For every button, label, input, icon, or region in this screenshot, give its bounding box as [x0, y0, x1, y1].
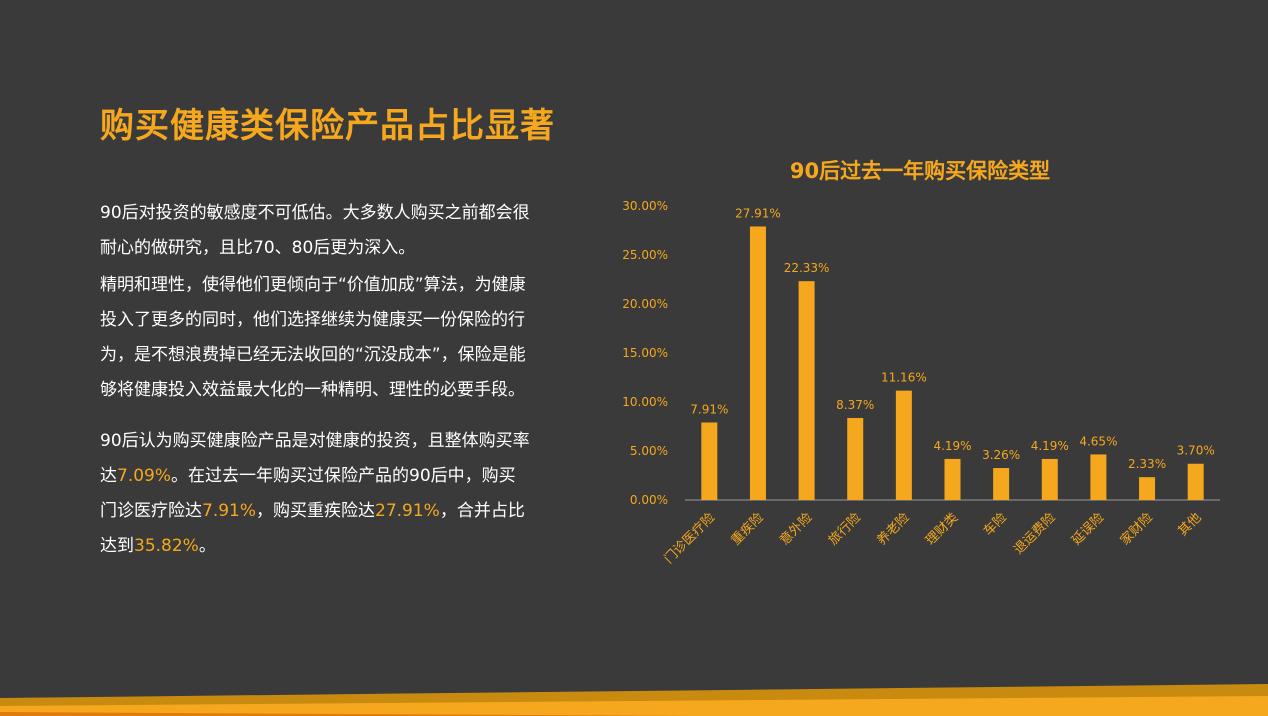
bar: [993, 468, 1010, 500]
paragraph-3: 90后认为购买健康险产品是对健康的投资，且整体购买率达7.09%。在过去一年购买…: [100, 424, 530, 564]
paragraph-2: 精明和理性，使得他们更倾向于“价值加成”算法，为健康投入了更多的同时，他们选择继…: [100, 275, 526, 400]
data-label: 11.16%: [881, 371, 927, 385]
paragraph-3-text-3: ，购买重疾险达: [256, 501, 376, 521]
x-tick-label: 退运费险: [1011, 510, 1058, 557]
bar: [1041, 458, 1058, 500]
paragraph-3-text-2: 。在过去一年购买过保险产品的90后中，购买门诊医疗险达: [100, 466, 516, 521]
x-tick-label: 延误险: [1069, 510, 1107, 548]
y-tick-label: 0.00%: [630, 493, 668, 507]
x-tick-label: 家财险: [1117, 510, 1156, 549]
data-label: 4.19%: [933, 439, 971, 453]
bar: [798, 281, 815, 500]
y-tick-label: 5.00%: [630, 444, 668, 458]
data-label: 2.33%: [1128, 457, 1166, 471]
bar: [1090, 454, 1107, 500]
y-tick-label: 10.00%: [622, 395, 668, 409]
paragraph-1: 90后对投资的敏感度不可低估。大多数人购买之前都会很耐心的做研究，且比70、80…: [100, 203, 530, 258]
bar: [1187, 463, 1204, 500]
data-label: 4.19%: [1031, 439, 1069, 453]
highlight-outpatient-rate: 7.91%: [202, 501, 257, 521]
bar: [749, 226, 766, 500]
y-tick-label: 30.00%: [622, 199, 668, 213]
data-label: 8.37%: [836, 398, 874, 412]
body-text: 90后对投资的敏感度不可低估。大多数人购买之前都会很耐心的做研究，且比70、80…: [100, 196, 530, 564]
x-tick-label: 养老险: [874, 510, 913, 549]
paragraph-3-text-1: 90后认为购买健康险产品是对健康的投资，且整体购买率达: [100, 431, 530, 486]
x-tick-label: 意外险: [777, 510, 816, 549]
x-tick-label: 车险: [980, 510, 1010, 540]
footer-band: [0, 684, 1268, 716]
y-tick-label: 25.00%: [622, 248, 668, 262]
y-tick-label: 15.00%: [622, 346, 668, 360]
x-tick-label: 旅行险: [826, 510, 864, 548]
paragraph-3-text-5: 。: [198, 536, 216, 556]
x-tick-label: 门诊医疗险: [662, 510, 719, 567]
x-tick-label: 理财类: [923, 510, 961, 548]
data-label: 22.33%: [784, 261, 830, 275]
chart-title: 90后过去一年购买保险类型: [789, 159, 1051, 183]
data-label: 4.65%: [1079, 434, 1117, 448]
bar: [895, 390, 912, 500]
bar: [1139, 477, 1156, 500]
paragraph-3-text-4: ，合并占比达到: [100, 501, 525, 556]
bar: [701, 422, 718, 500]
highlight-overall-rate: 7.09%: [117, 466, 172, 486]
x-tick-label: 重疾险: [728, 510, 767, 549]
bar: [944, 458, 961, 500]
x-tick-label: 其他: [1176, 510, 1205, 539]
data-label: 3.26%: [982, 448, 1020, 462]
highlight-critical-illness-rate: 27.91%: [375, 501, 440, 521]
y-tick-label: 20.00%: [622, 297, 668, 311]
data-label: 7.91%: [690, 402, 728, 416]
page-title: 购买健康类保险产品占比显著: [100, 106, 555, 146]
data-label: 27.91%: [735, 206, 781, 220]
data-label: 3.70%: [1177, 444, 1215, 458]
bar-chart: 0.00% 5.00% 10.00% 15.00% 20.00% 25.00% 30.00%…: [622, 199, 1220, 567]
highlight-combined-rate: 35.82%: [134, 536, 199, 556]
bar: [847, 417, 864, 500]
